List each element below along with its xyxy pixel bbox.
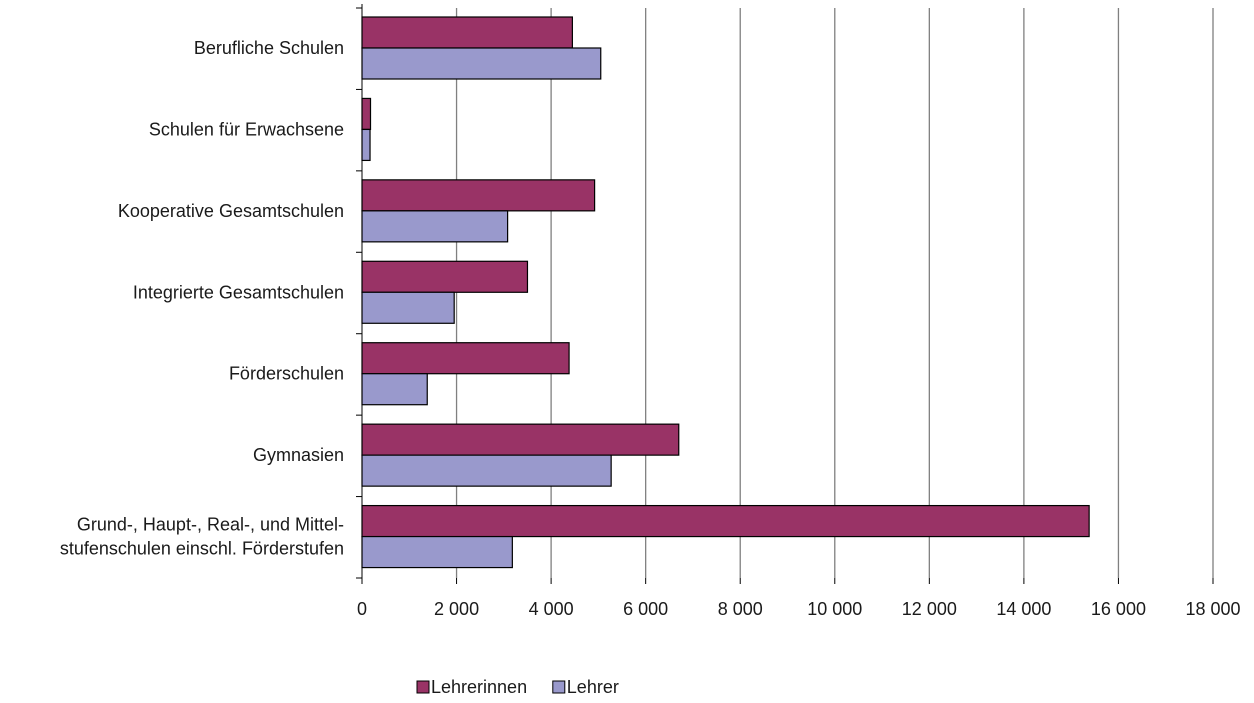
x-tick-label: 16 000 <box>1091 599 1146 619</box>
bar-lehrerinnen-0 <box>361 16 573 49</box>
bar-lehrerinnen-6 <box>361 504 1090 538</box>
legend-label-lehrerinnen: Lehrerinnen <box>431 677 527 697</box>
legend-swatch-lehrerinnen <box>416 680 430 694</box>
category-label: Berufliche Schulen <box>194 38 344 58</box>
bars <box>361 16 1090 569</box>
x-tick-label: 8 000 <box>718 599 763 619</box>
category-label: Kooperative Gesamtschulen <box>118 201 344 221</box>
bar-lehrer-6 <box>361 535 513 569</box>
x-tick-label: 18 000 <box>1185 599 1240 619</box>
bar-lehrerinnen-5 <box>361 423 680 456</box>
category-label: Grund-, Haupt-, Real-, und Mittel-stufen… <box>60 515 344 559</box>
bar-lehrerinnen-4 <box>361 342 570 375</box>
x-tick-label: 4 000 <box>529 599 574 619</box>
labels: 0 2 000 4 000 6 000 8 000 10 000 12 000 14 000 1… <box>60 38 1241 619</box>
legend-label-lehrer: Lehrer <box>567 677 619 697</box>
x-tick-label: 14 000 <box>996 599 1051 619</box>
bar-lehrer-4 <box>361 373 428 406</box>
bar-lehrer-2 <box>361 210 509 243</box>
bar-lehrerinnen-3 <box>361 260 529 293</box>
axes <box>356 4 1214 584</box>
x-tick-label: 6 000 <box>623 599 668 619</box>
legend: Lehrerinnen Lehrer <box>416 677 619 697</box>
category-label: Schulen für Erwachsene <box>149 119 344 139</box>
bar-lehrerinnen-2 <box>361 179 596 212</box>
x-tick-label: 2 000 <box>434 599 479 619</box>
category-label: Gymnasien <box>253 445 344 465</box>
legend-swatch-lehrer <box>552 680 566 694</box>
bar-lehrer-1 <box>361 128 371 162</box>
category-label: Integrierte Gesamtschulen <box>133 282 344 302</box>
bar-lehrer-5 <box>361 454 612 487</box>
bar-lehrer-3 <box>361 291 455 324</box>
bar-lehrerinnen-1 <box>361 97 372 131</box>
gridlines <box>455 8 1214 578</box>
x-tick-label: 10 000 <box>807 599 862 619</box>
bar-lehrer-0 <box>361 47 602 80</box>
x-tick-label: 12 000 <box>902 599 957 619</box>
category-label: Förderschulen <box>229 364 344 384</box>
x-tick-label: 0 <box>357 599 367 619</box>
